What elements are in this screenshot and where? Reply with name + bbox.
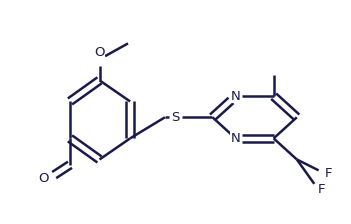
- Text: O: O: [38, 172, 49, 185]
- Text: O: O: [94, 46, 105, 59]
- Text: N: N: [231, 90, 240, 103]
- Text: F: F: [324, 167, 332, 180]
- Text: F: F: [318, 183, 325, 196]
- Text: S: S: [171, 111, 180, 124]
- Text: N: N: [231, 132, 240, 145]
